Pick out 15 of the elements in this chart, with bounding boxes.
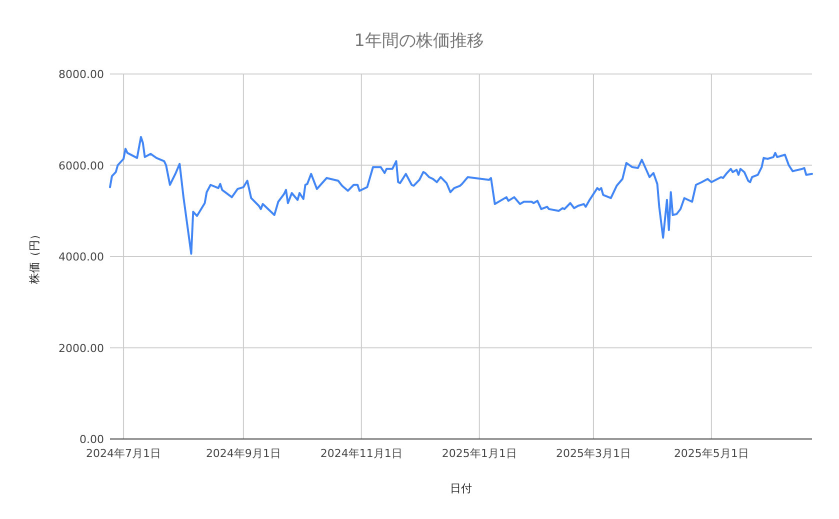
x-tick-label: 2025年1月1日 bbox=[442, 447, 517, 460]
y-tick-label: 6000.00 bbox=[58, 159, 104, 172]
y-tick-label: 2000.00 bbox=[58, 342, 104, 355]
x-tick-label: 2024年9月1日 bbox=[206, 447, 281, 460]
y-tick-label: 8000.00 bbox=[58, 68, 104, 81]
y-tick-label: 4000.00 bbox=[58, 250, 104, 264]
x-tick-label: 2025年3月1日 bbox=[556, 447, 631, 460]
x-tick-label: 2024年11月1日 bbox=[320, 447, 402, 460]
y-tick-label: 0.00 bbox=[80, 433, 104, 446]
x-tick-label: 2025年5月1日 bbox=[674, 447, 749, 460]
line-series bbox=[109, 136, 813, 255]
y-axis-title: 株価（円） bbox=[28, 229, 41, 285]
x-tick-label: 2024年7月1日 bbox=[86, 447, 162, 460]
chart-title: 1年間の株価推移 bbox=[354, 31, 484, 51]
x-axis-title: 日付 bbox=[450, 482, 472, 495]
